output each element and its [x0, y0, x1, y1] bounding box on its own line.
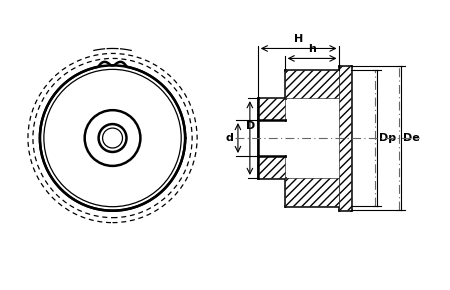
Bar: [258, 156, 285, 178]
Bar: [339, 66, 351, 210]
Bar: [258, 120, 285, 156]
Text: De: De: [403, 133, 420, 143]
Text: Dp: Dp: [379, 133, 396, 143]
Bar: [258, 98, 285, 120]
Bar: [285, 178, 339, 206]
Bar: [285, 70, 339, 98]
Text: H: H: [294, 35, 303, 44]
Text: d: d: [225, 133, 233, 143]
Text: D: D: [246, 121, 256, 131]
Text: h: h: [308, 44, 316, 55]
